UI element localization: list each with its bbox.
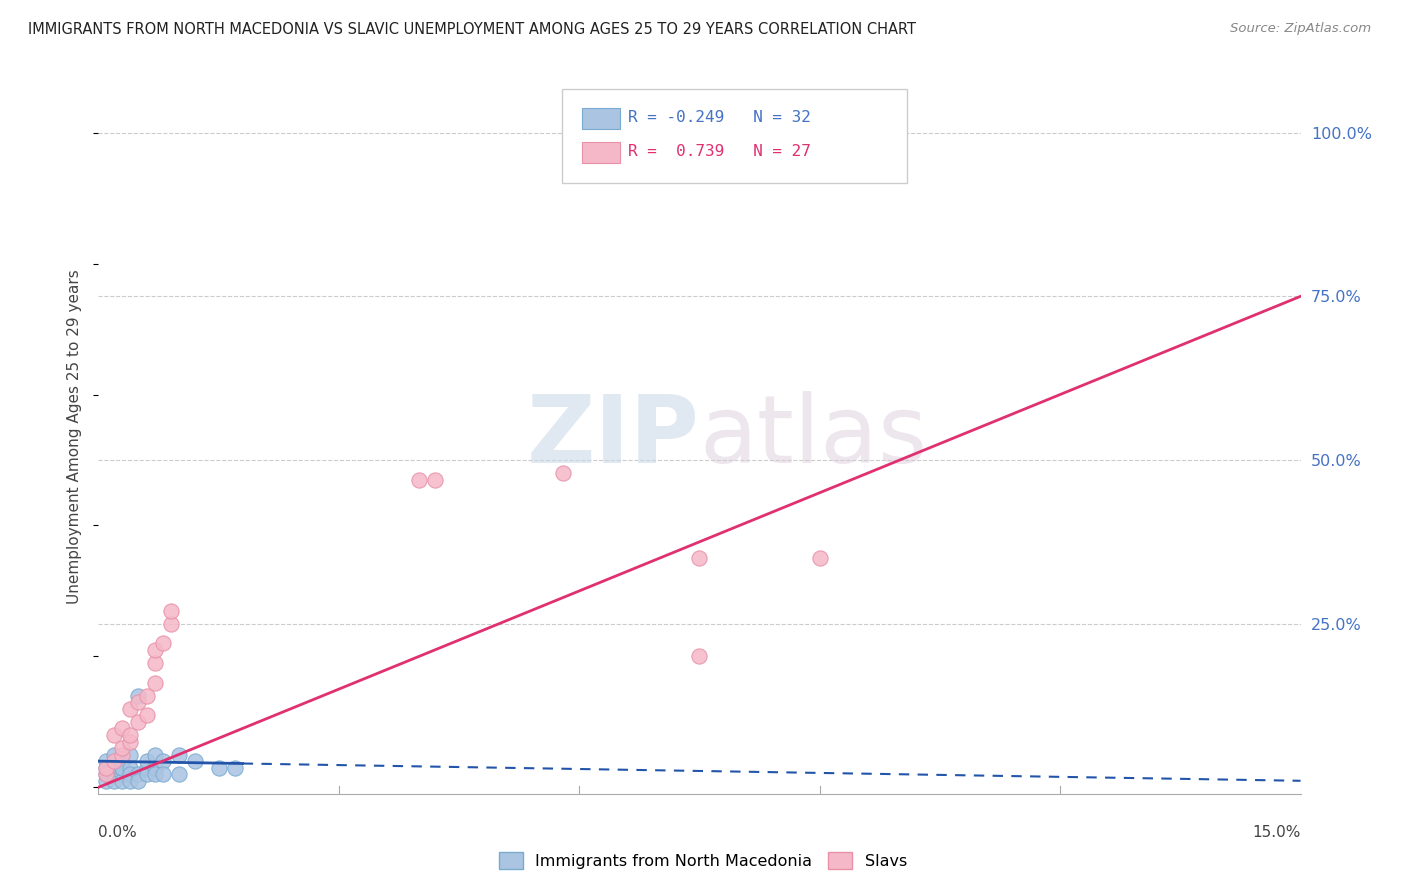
- Point: [96, 754, 118, 768]
- Point: [111, 761, 134, 775]
- Point: [103, 754, 125, 768]
- Point: [120, 702, 142, 716]
- Point: [143, 643, 166, 657]
- Point: [111, 767, 134, 781]
- Text: ZIP: ZIP: [527, 391, 700, 483]
- Point: [143, 656, 166, 670]
- Point: [159, 616, 181, 631]
- Point: [808, 551, 831, 566]
- Point: [96, 761, 118, 775]
- Point: [128, 767, 150, 781]
- Point: [128, 714, 150, 729]
- Text: atlas: atlas: [700, 391, 928, 483]
- Point: [111, 747, 134, 762]
- Point: [143, 675, 166, 690]
- Text: R = -0.249   N = 32: R = -0.249 N = 32: [628, 111, 811, 125]
- Point: [143, 767, 166, 781]
- Text: Source: ZipAtlas.com: Source: ZipAtlas.com: [1230, 22, 1371, 36]
- Point: [128, 689, 150, 703]
- Point: [208, 761, 231, 775]
- Point: [120, 747, 142, 762]
- Point: [103, 747, 125, 762]
- Legend: Immigrants from North Macedonia, Slavs: Immigrants from North Macedonia, Slavs: [492, 846, 914, 875]
- Text: IMMIGRANTS FROM NORTH MACEDONIA VS SLAVIC UNEMPLOYMENT AMONG AGES 25 TO 29 YEARS: IMMIGRANTS FROM NORTH MACEDONIA VS SLAVI…: [28, 22, 917, 37]
- Point: [689, 649, 711, 664]
- Point: [103, 761, 125, 775]
- Point: [96, 761, 118, 775]
- Point: [120, 767, 142, 781]
- Point: [152, 636, 174, 650]
- Text: R =  0.739   N = 27: R = 0.739 N = 27: [628, 145, 811, 159]
- Point: [96, 767, 118, 781]
- Point: [224, 761, 246, 775]
- Point: [120, 773, 142, 788]
- Point: [135, 708, 157, 723]
- Point: [120, 734, 142, 748]
- Point: [120, 761, 142, 775]
- Point: [689, 551, 711, 566]
- Text: 0.0%: 0.0%: [98, 825, 138, 840]
- Point: [103, 767, 125, 781]
- Y-axis label: Unemployment Among Ages 25 to 29 years: Unemployment Among Ages 25 to 29 years: [67, 269, 83, 605]
- Point: [135, 754, 157, 768]
- Point: [128, 695, 150, 709]
- Point: [120, 728, 142, 742]
- Point: [135, 689, 157, 703]
- Point: [553, 466, 575, 480]
- Point: [96, 767, 118, 781]
- Point: [103, 728, 125, 742]
- Point: [167, 767, 190, 781]
- Point: [128, 773, 150, 788]
- Point: [408, 473, 430, 487]
- Point: [423, 473, 446, 487]
- Point: [183, 754, 205, 768]
- Point: [152, 754, 174, 768]
- Point: [648, 126, 671, 140]
- Point: [103, 773, 125, 788]
- Point: [143, 761, 166, 775]
- Point: [152, 767, 174, 781]
- Point: [111, 722, 134, 736]
- Text: 15.0%: 15.0%: [1253, 825, 1301, 840]
- Point: [111, 773, 134, 788]
- Point: [167, 747, 190, 762]
- Point: [159, 603, 181, 617]
- Point: [111, 754, 134, 768]
- Point: [135, 761, 157, 775]
- Point: [143, 747, 166, 762]
- Point: [111, 741, 134, 756]
- Point: [96, 773, 118, 788]
- Point: [135, 767, 157, 781]
